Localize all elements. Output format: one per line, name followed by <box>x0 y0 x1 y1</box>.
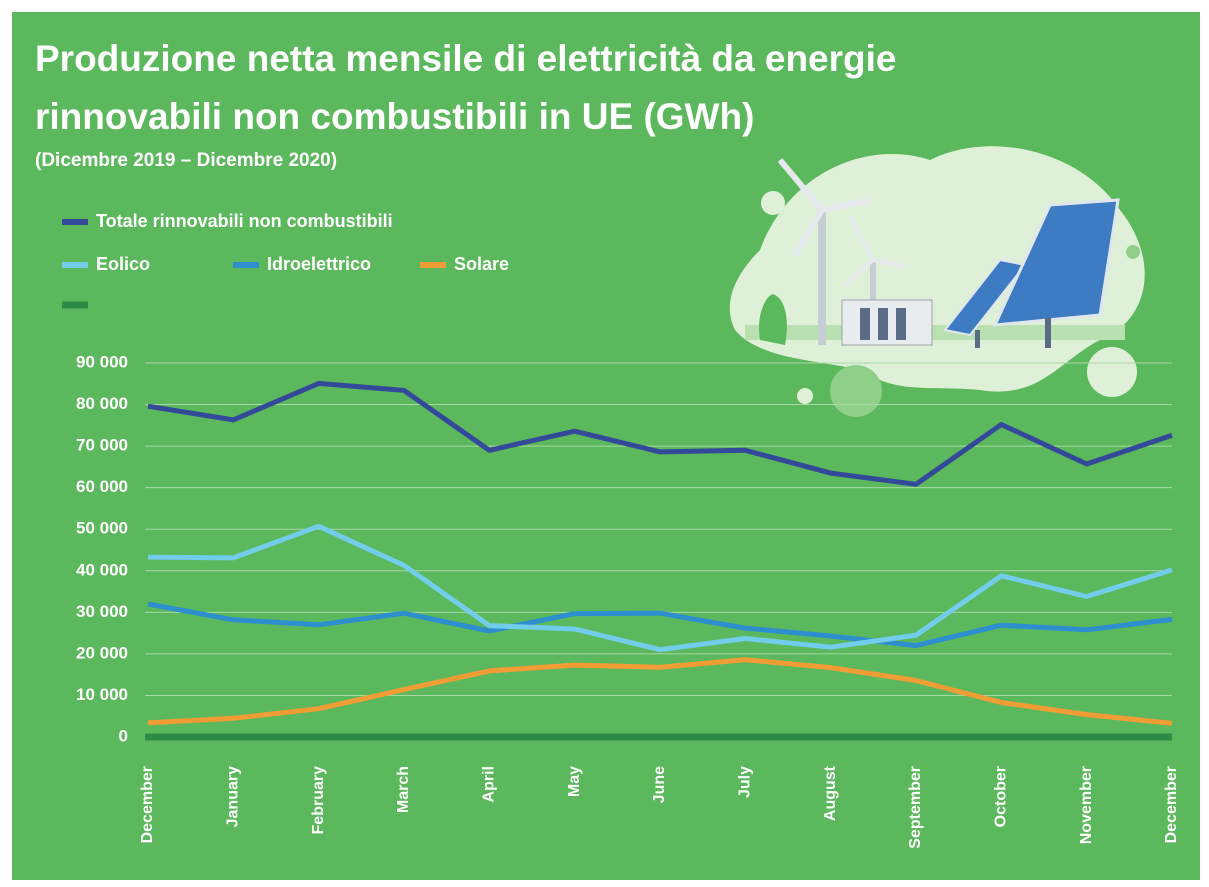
x-tick-label: January <box>225 766 242 827</box>
illustration <box>730 146 1145 417</box>
legend-label: Totale rinnovabili non combustibili <box>96 211 393 231</box>
x-tick-label: February <box>310 766 327 835</box>
legend-label: Eolico <box>96 254 150 274</box>
x-tick-label: March <box>395 766 412 813</box>
x-tick-label: October <box>993 766 1010 827</box>
y-tick-label: 20 000 <box>76 643 128 662</box>
legend-label: Solare <box>454 254 509 274</box>
y-tick-label: 80 000 <box>76 394 128 413</box>
legend-label: Idroelettrico <box>267 254 371 274</box>
x-tick-label: November <box>1078 766 1095 844</box>
chart: 0 10 000 20 000 30 000 40 000 50 000 60 000 70 … <box>0 0 1209 887</box>
series-line <box>148 526 1172 649</box>
x-tick-label: April <box>481 766 498 802</box>
x-tick-label: May <box>566 766 583 797</box>
x-tick-label: September <box>907 766 924 849</box>
y-tick-label: 30 000 <box>76 602 128 621</box>
x-tick-label: June <box>651 766 668 803</box>
series-line <box>148 383 1172 484</box>
y-tick-label: 10 000 <box>76 685 128 704</box>
series-line <box>148 604 1172 646</box>
x-tick-label: August <box>822 765 839 821</box>
y-tick-label: 50 000 <box>76 519 128 538</box>
y-tick-label: 70 000 <box>76 436 128 455</box>
x-tick-label: July <box>737 766 754 798</box>
y-tick-label: 90 000 <box>76 352 128 371</box>
y-tick-label: 40 000 <box>76 560 128 579</box>
series-line <box>148 660 1172 724</box>
y-tick-label: 0 <box>119 726 128 745</box>
y-tick-label: 60 000 <box>76 477 128 496</box>
x-tick-label: December <box>1163 766 1180 843</box>
page: Produzione netta mensile di elettricità … <box>0 0 1209 887</box>
x-tick-label: December <box>139 766 156 843</box>
